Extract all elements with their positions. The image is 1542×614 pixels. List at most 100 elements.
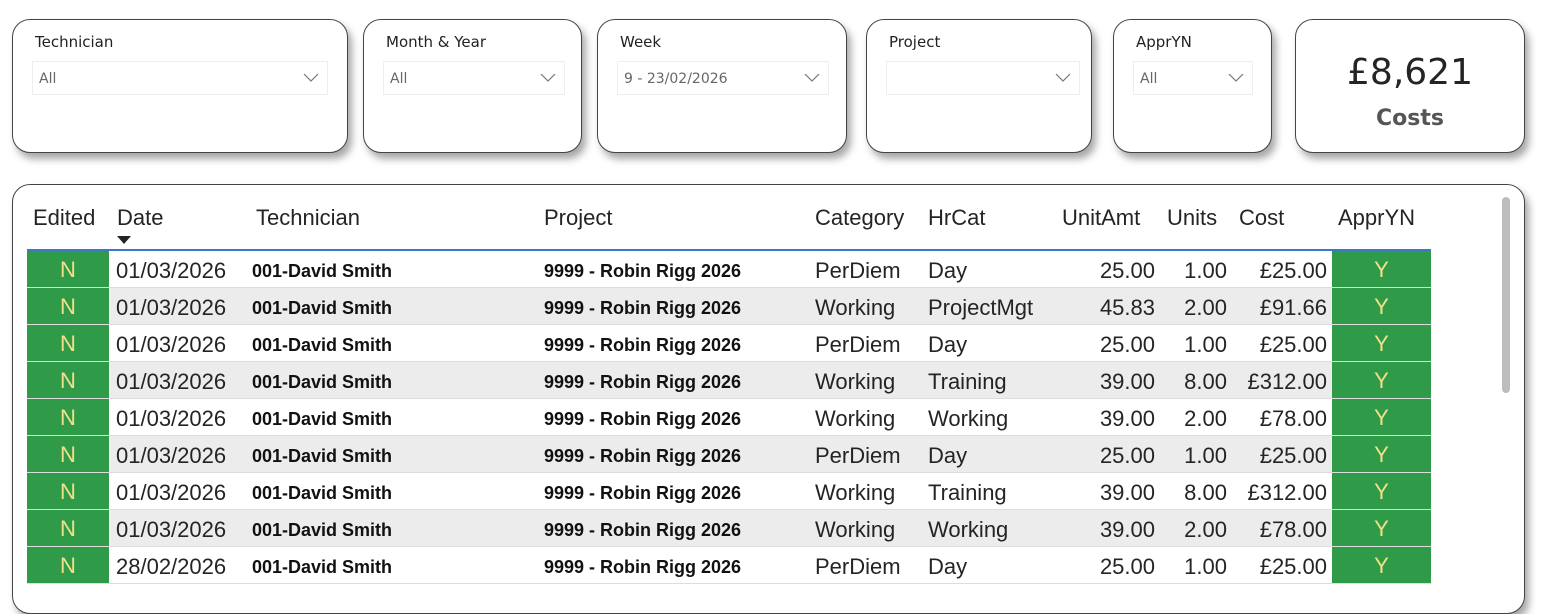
table-row[interactable]: N 01/03/2026 001-David Smith 9999 - Robin R… — [27, 288, 1431, 325]
cell-project: 9999 - Robin Rigg 2026 — [544, 372, 742, 392]
cell-edited: N — [27, 362, 109, 398]
cell-hrcat: Day — [928, 258, 968, 283]
cell-appryn: Y — [1332, 325, 1431, 361]
table-row[interactable]: N 01/03/2026 001-David Smith 9999 - Robin R… — [27, 510, 1431, 547]
cell-units: 1.00 — [1184, 258, 1227, 283]
month-year-slicer-label: Month & Year — [386, 33, 487, 51]
cell-project: 9999 - Robin Rigg 2026 — [544, 261, 742, 281]
cell-hrcat: Day — [928, 443, 968, 468]
vertical-scrollbar[interactable] — [1502, 197, 1510, 393]
header-divider — [27, 249, 1431, 251]
cell-cost: £78.00 — [1259, 406, 1327, 431]
cell-project: 9999 - Robin Rigg 2026 — [544, 298, 742, 318]
chevron-down-icon — [1055, 73, 1071, 82]
column-header-category[interactable]: Category — [815, 205, 905, 230]
cell-edited: N — [27, 325, 109, 361]
cell-category: Working — [815, 517, 896, 542]
cell-date: 01/03/2026 — [116, 443, 227, 468]
cell-unitamt: 39.00 — [1099, 406, 1155, 431]
cell-project: 9999 - Robin Rigg 2026 — [544, 335, 742, 355]
cell-edited: N — [27, 399, 109, 435]
week-dropdown[interactable]: 9 - 23/02/2026 — [617, 61, 829, 95]
cell-hrcat: Working — [928, 406, 1009, 431]
cell-date: 01/03/2026 — [116, 369, 227, 394]
cell-technician: 001-David Smith — [252, 557, 393, 577]
table-row[interactable]: N 28/02/2026 001-David Smith 9999 - Robin R… — [27, 547, 1431, 584]
cell-category: Working — [815, 295, 896, 320]
cell-date: 01/03/2026 — [116, 517, 227, 542]
cell-technician: 001-David Smith — [252, 409, 393, 429]
cell-date: 28/02/2026 — [116, 554, 227, 579]
cell-technician: 001-David Smith — [252, 483, 393, 503]
cell-units: 2.00 — [1184, 517, 1227, 542]
cell-hrcat: Training — [928, 480, 1007, 505]
table-row[interactable]: N 01/03/2026 001-David Smith 9999 - Robin R… — [27, 473, 1431, 510]
technician-slicer: Technician All — [12, 19, 348, 153]
project-dropdown[interactable] — [886, 61, 1080, 95]
column-header-unitamt[interactable]: UnitAmt — [1062, 205, 1141, 230]
cell-units: 1.00 — [1184, 332, 1227, 357]
technician-dropdown-value: All — [39, 71, 57, 87]
table-row[interactable]: N 01/03/2026 001-David Smith 9999 - Robin R… — [27, 251, 1431, 288]
column-header-hrcat[interactable]: HrCat — [928, 205, 986, 230]
week-slicer: Week 9 - 23/02/2026 — [597, 19, 847, 153]
cell-cost: £78.00 — [1259, 517, 1327, 542]
column-header-technician[interactable]: Technician — [256, 205, 360, 230]
sort-descending-icon[interactable] — [117, 236, 131, 244]
cell-units: 1.00 — [1184, 554, 1227, 579]
table-row[interactable]: N 01/03/2026 001-David Smith 9999 - Robin R… — [27, 325, 1431, 362]
cell-category: Working — [815, 480, 896, 505]
column-header-cost[interactable]: Cost — [1239, 205, 1285, 230]
cell-hrcat: Day — [928, 332, 968, 357]
kpi-costs-label: Costs — [1376, 106, 1444, 131]
cell-cost: £25.00 — [1259, 554, 1327, 579]
column-header-units[interactable]: Units — [1167, 205, 1218, 230]
cell-unitamt: 25.00 — [1099, 554, 1155, 579]
cell-cost: £25.00 — [1259, 443, 1327, 468]
cell-appryn: Y — [1332, 547, 1431, 583]
cell-technician: 001-David Smith — [252, 335, 393, 355]
cell-category: PerDiem — [815, 332, 901, 357]
cell-date: 01/03/2026 — [116, 406, 227, 431]
column-header-edited[interactable]: Edited — [33, 205, 96, 230]
column-header-appryn[interactable]: ApprYN — [1338, 205, 1416, 230]
cell-edited: N — [27, 436, 109, 472]
chevron-down-icon — [1228, 73, 1244, 82]
cell-units: 1.00 — [1184, 443, 1227, 468]
cell-unitamt: 25.00 — [1099, 258, 1155, 283]
technician-dropdown[interactable]: All — [32, 61, 328, 95]
cell-hrcat: Working — [928, 517, 1009, 542]
cell-edited: N — [27, 510, 109, 546]
month-year-dropdown-value: All — [390, 71, 408, 87]
cell-technician: 001-David Smith — [252, 520, 393, 540]
month-year-dropdown[interactable]: All — [383, 61, 565, 95]
cell-appryn: Y — [1332, 362, 1431, 398]
cell-units: 2.00 — [1184, 295, 1227, 320]
cell-appryn: Y — [1332, 436, 1431, 472]
cell-date: 01/03/2026 — [116, 295, 227, 320]
cell-project: 9999 - Robin Rigg 2026 — [544, 557, 742, 577]
cell-category: PerDiem — [815, 443, 901, 468]
table-row[interactable]: N 01/03/2026 001-David Smith 9999 - Robin R… — [27, 436, 1431, 473]
column-header-date[interactable]: Date — [117, 205, 164, 230]
cell-cost: £25.00 — [1259, 258, 1327, 283]
cell-cost: £312.00 — [1247, 480, 1327, 505]
column-header-project[interactable]: Project — [544, 205, 613, 230]
table-row[interactable]: N 01/03/2026 001-David Smith 9999 - Robin R… — [27, 362, 1431, 399]
cell-appryn: Y — [1332, 510, 1431, 546]
cell-edited: N — [27, 251, 109, 287]
cell-edited: N — [27, 547, 109, 583]
cell-edited: N — [27, 473, 109, 509]
kpi-costs-value: £8,621 — [1347, 52, 1473, 93]
cell-appryn: Y — [1332, 399, 1431, 435]
cell-unitamt: 45.83 — [1099, 295, 1155, 320]
kpi-costs-card: £8,621 Costs — [1295, 19, 1525, 153]
appryn-slicer-label: ApprYN — [1136, 33, 1192, 51]
week-slicer-label: Week — [620, 33, 662, 51]
cell-date: 01/03/2026 — [116, 332, 227, 357]
cell-appryn: Y — [1332, 251, 1431, 287]
table-row[interactable]: N 01/03/2026 001-David Smith 9999 - Robin R… — [27, 399, 1431, 436]
chevron-down-icon — [540, 73, 556, 82]
cell-unitamt: 25.00 — [1099, 332, 1155, 357]
appryn-dropdown[interactable]: All — [1133, 61, 1253, 95]
